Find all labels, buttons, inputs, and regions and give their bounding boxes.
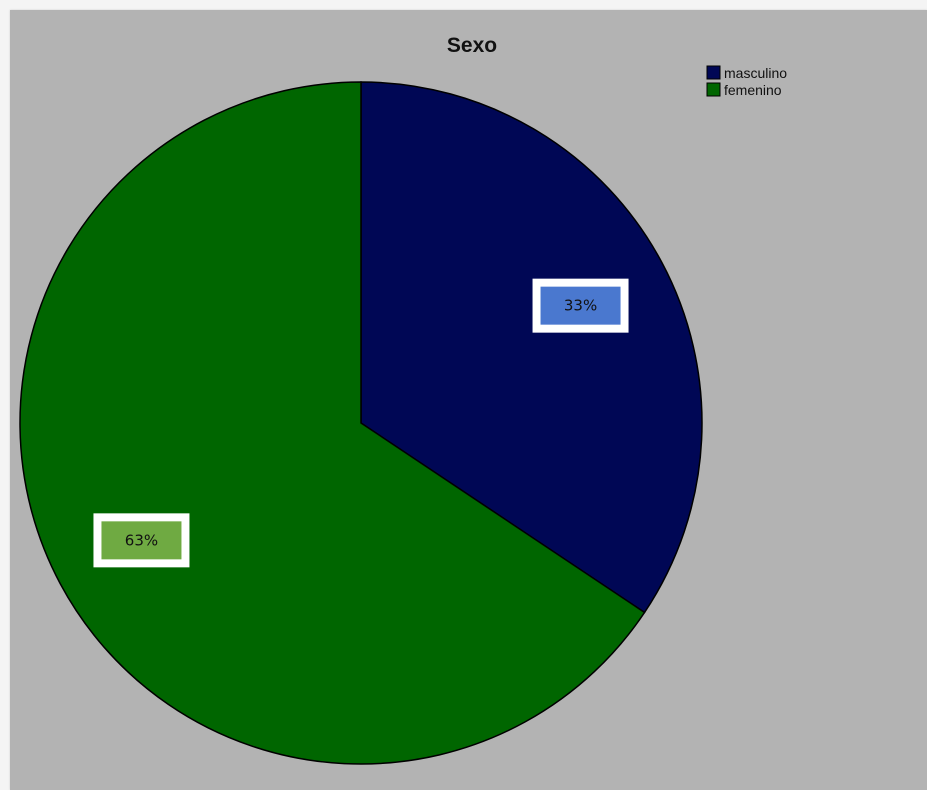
- pie-slice-femenino: [19, 81, 646, 765]
- pie-slices: [19, 81, 703, 765]
- data-label-fill: [101, 521, 182, 560]
- chart-title: Sexo: [447, 34, 497, 57]
- data-label-text: 33%: [564, 297, 597, 315]
- legend-swatch: [706, 82, 721, 97]
- legend-label: femenino: [724, 82, 782, 98]
- chart-frame: Sexo 33% 63% masculino femenino: [10, 10, 927, 790]
- legend-label: masculino: [724, 65, 787, 81]
- legend-item-femenino: femenino: [706, 82, 782, 98]
- legend-swatch: [706, 65, 721, 80]
- data-label-fill: [540, 286, 621, 325]
- data-label-text: 63%: [125, 531, 158, 549]
- data-labels: 33% 63%: [93, 278, 629, 568]
- data-label-masculino: 33%: [532, 278, 629, 333]
- legend-item-masculino: masculino: [706, 65, 787, 81]
- data-label-femenino: 63%: [93, 513, 190, 568]
